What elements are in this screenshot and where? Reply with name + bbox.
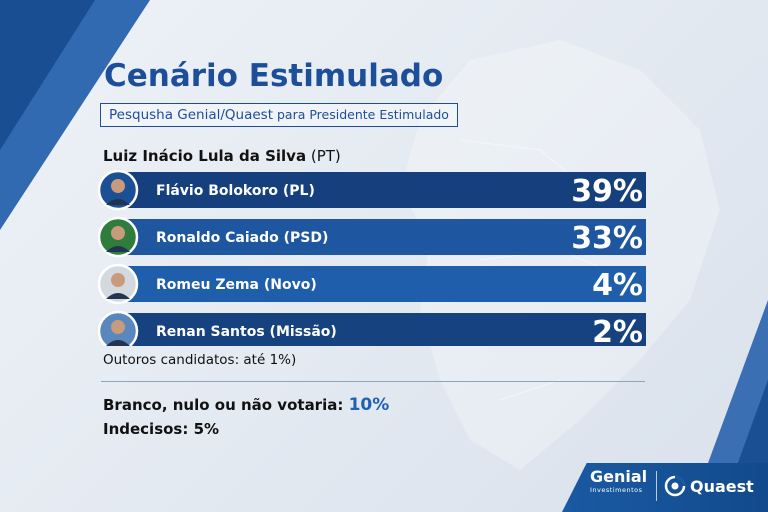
bar-0 [116, 172, 646, 208]
blank-null-label: Branco, nulo ou não votaria: [103, 396, 344, 414]
genial-logo-subtext: Investimentos [590, 486, 643, 494]
avatar-body [106, 293, 130, 299]
bar-3 [116, 313, 646, 346]
avatar-head [111, 320, 125, 334]
candidate-name-label: Romeu Zema (Novo) [156, 277, 317, 293]
candidate-name-label: Flávio Bolokoro (PL) [156, 183, 315, 199]
bar-1 [116, 219, 646, 255]
avatar-body [106, 246, 130, 252]
avatar-head [111, 273, 125, 287]
bar-2 [116, 266, 646, 302]
avatar-body [106, 199, 130, 205]
quaest-logo-text: Quaest [690, 477, 754, 496]
subtitle-box: Pesqusha Genial/Quaest para Presidente E… [100, 103, 458, 127]
lead-candidate-name: Luiz Inácio Lula da Silva [103, 147, 307, 165]
other-candidates-note: Outoros candidatos: até 1%) [103, 352, 297, 368]
lead-candidate-party: (PT) [310, 147, 341, 165]
divider [101, 381, 645, 382]
genial-logo-text: Genial [590, 467, 648, 486]
avatar-body [106, 340, 130, 346]
genial-logo: Genial Investimentos [590, 467, 648, 495]
candidate-name-label: Ronaldo Caiado (PSD) [156, 230, 328, 246]
blank-null-value: 10% [348, 395, 390, 415]
lead-candidate: Luiz Inácio Lula da Silva (PT) [103, 147, 341, 165]
candidate-value-label: 2% [592, 315, 643, 346]
blank-null-line: Branco, nulo ou não votaria: 10% [103, 395, 389, 415]
undecided-line: Indecisos: 5% [103, 420, 220, 438]
candidate-value-label: 4% [592, 268, 643, 303]
page-title: Cenário Estimulado [104, 58, 444, 94]
candidate-value-label: 39% [571, 174, 643, 209]
avatar-head [111, 226, 125, 240]
subtitle-source: Pesqusha Genial/Quaest [109, 107, 274, 123]
footer-separator [656, 471, 657, 501]
candidate-name-label: Renan Santos (Missão) [156, 324, 337, 340]
quaest-logo-icon [664, 475, 686, 497]
subtitle-description: para Presidente Estimulado [277, 107, 449, 122]
candidate-bar-chart: Flávio Bolokoro (PL) 39% Ronaldo Caiado (P… [98, 170, 646, 346]
candidate-value-label: 33% [571, 221, 643, 256]
avatar-head [111, 179, 125, 193]
